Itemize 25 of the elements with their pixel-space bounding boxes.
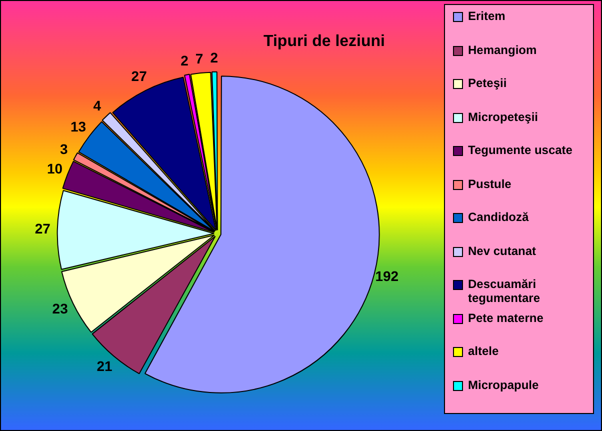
text: Tipuri de leziuni — [264, 33, 385, 50]
legend-label: Tegumente uscate — [468, 143, 572, 157]
legend-label: Candidoză — [468, 210, 529, 224]
data-label: 192 — [375, 268, 399, 284]
legend-label: altele — [468, 344, 499, 358]
legend-label: Nev cutanat — [468, 244, 536, 258]
data-label: 10 — [46, 160, 63, 176]
data-label: 13 — [70, 118, 86, 135]
legend-label: Pustule — [468, 176, 512, 190]
data-label: 21 — [96, 358, 113, 374]
legend-label: Eritem — [468, 9, 506, 23]
data-label: 2 — [210, 50, 218, 66]
data-label: 4 — [93, 98, 102, 114]
legend-label: Hemangiom — [468, 42, 537, 56]
legend-label: Peteşii — [468, 76, 507, 90]
legend-label: Micropeteşii — [468, 110, 538, 124]
legend-label: Micropapule — [468, 378, 539, 392]
legend-label: Descuamări tegumentare — [468, 277, 542, 305]
data-label: 3 — [60, 140, 68, 157]
data-label: 27 — [131, 68, 148, 84]
data-label: 23 — [52, 300, 68, 317]
data-label: 27 — [34, 220, 51, 236]
legend-label: Pete materne — [468, 310, 544, 324]
data-label: 2 — [180, 52, 189, 69]
data-label: 7 — [195, 50, 204, 67]
